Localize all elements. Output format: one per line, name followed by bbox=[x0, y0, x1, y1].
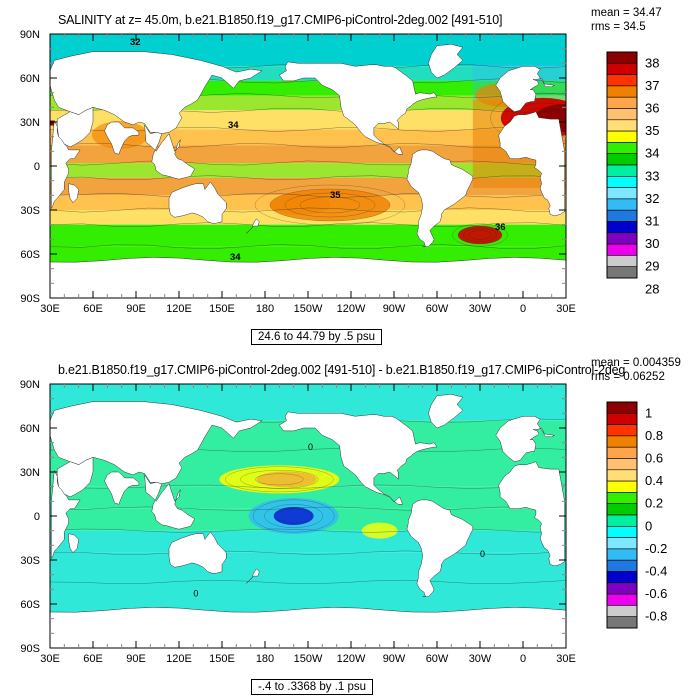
svg-text:0: 0 bbox=[34, 511, 40, 523]
svg-text:60W: 60W bbox=[426, 653, 449, 665]
svg-text:0.4: 0.4 bbox=[645, 473, 663, 488]
svg-text:-0.6: -0.6 bbox=[645, 586, 667, 601]
svg-text:90N: 90N bbox=[20, 379, 40, 391]
svg-text:0.8: 0.8 bbox=[645, 428, 663, 443]
svg-text:30W: 30W bbox=[469, 653, 492, 665]
svg-text:120W: 120W bbox=[337, 653, 366, 665]
svg-text:120E: 120E bbox=[166, 653, 192, 665]
svg-text:1: 1 bbox=[645, 405, 652, 420]
svg-text:60N: 60N bbox=[20, 423, 40, 435]
svg-text:60E: 60E bbox=[83, 653, 103, 665]
svg-text:180: 180 bbox=[256, 653, 274, 665]
svg-text:0.6: 0.6 bbox=[645, 451, 663, 466]
svg-text:90S: 90S bbox=[20, 643, 40, 655]
svg-text:30E: 30E bbox=[556, 653, 576, 665]
svg-text:150E: 150E bbox=[209, 653, 235, 665]
svg-text:60S: 60S bbox=[20, 599, 40, 611]
svg-text:90W: 90W bbox=[383, 653, 406, 665]
svg-text:-0.8: -0.8 bbox=[645, 609, 667, 624]
svg-text:30E: 30E bbox=[40, 653, 60, 665]
svg-text:30N: 30N bbox=[20, 467, 40, 479]
svg-text:0.2: 0.2 bbox=[645, 496, 663, 511]
svg-text:90E: 90E bbox=[126, 653, 146, 665]
svg-text:150W: 150W bbox=[294, 653, 323, 665]
svg-text:0: 0 bbox=[520, 653, 526, 665]
svg-text:-0.2: -0.2 bbox=[645, 541, 667, 556]
svg-text:-0.4: -0.4 bbox=[645, 564, 667, 579]
svg-text:0: 0 bbox=[645, 518, 652, 533]
svg-text:30S: 30S bbox=[20, 555, 40, 567]
